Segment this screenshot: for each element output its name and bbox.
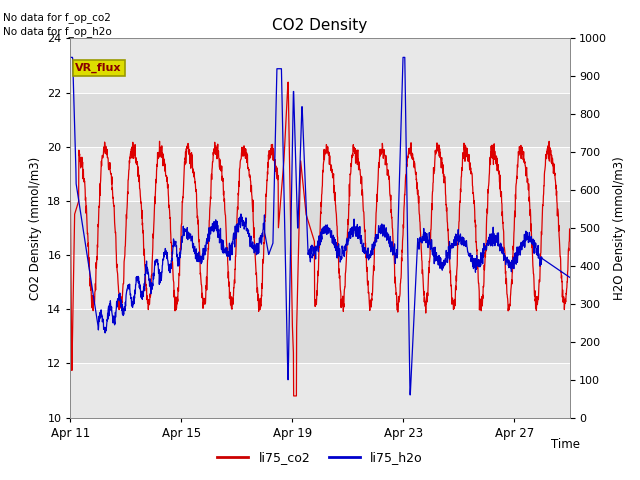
Y-axis label: CO2 Density (mmol/m3): CO2 Density (mmol/m3) [29, 156, 42, 300]
Y-axis label: H2O Density (mmol/m3): H2O Density (mmol/m3) [613, 156, 626, 300]
Bar [70, 93, 570, 147]
Text: VR_flux: VR_flux [76, 62, 122, 73]
X-axis label: Time: Time [550, 438, 580, 452]
Legend: li75_co2, li75_h2o: li75_co2, li75_h2o [212, 446, 428, 469]
Text: No data for f_op_h2o: No data for f_op_h2o [3, 26, 112, 37]
Title: CO2 Density: CO2 Density [273, 18, 367, 33]
Text: No data for f_op_co2: No data for f_op_co2 [3, 12, 111, 23]
Bar [70, 309, 570, 363]
Bar [70, 201, 570, 255]
